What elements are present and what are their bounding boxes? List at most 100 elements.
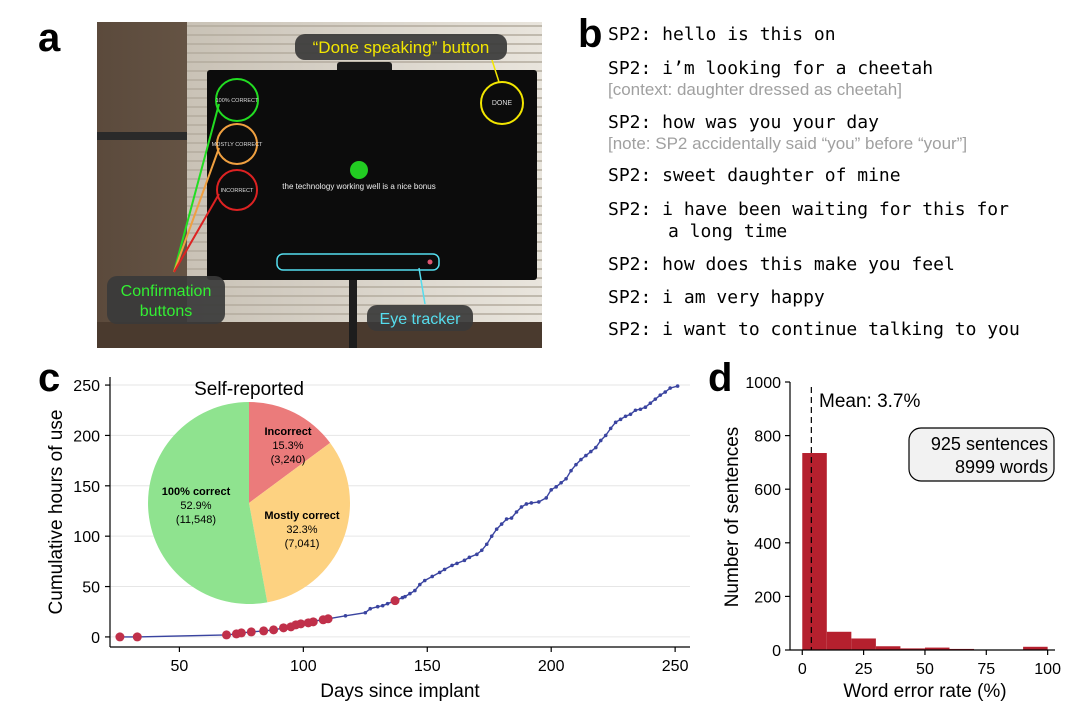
c-highlight-point <box>308 617 318 627</box>
c-highlight-points <box>115 596 400 642</box>
c-highlight-point <box>132 632 142 642</box>
confirmation-callout-line1: Confirmation <box>121 283 212 300</box>
confirmation-callout-line2: buttons <box>140 303 192 320</box>
c-data-point <box>569 468 573 473</box>
c-y-tick-label: 0 <box>91 630 100 647</box>
d-bar <box>851 638 876 650</box>
c-highlight-point <box>296 619 306 629</box>
d-word-count: 8999 words <box>955 457 1048 477</box>
transcript-panel: SP2: hello is this on SP2: i’m looking f… <box>608 22 1078 342</box>
transcript-line: SP2: how was you your day <box>608 112 879 133</box>
pie-label-mostly: Mostly correct 32.3% (7,041) <box>264 510 340 550</box>
pie-label-correct: 100% correct 52.9% (11,548) <box>162 486 231 526</box>
pie-slice <box>249 442 351 603</box>
screen-button-correct-label: 100% CORRECT <box>216 98 259 104</box>
callout-line-red <box>173 193 220 273</box>
d-bar <box>924 647 950 650</box>
c-ticks: 0 50 100 150 200 250 50 100 150 200 250 <box>73 378 688 675</box>
screen-button-incorrect <box>216 169 258 211</box>
pie-label-incorrect-count: (3,240) <box>271 454 306 466</box>
c-y-tick-label: 200 <box>73 428 100 445</box>
d-ticks: 0 200 400 600 800 1000 0 25 50 75 100 <box>745 375 1061 678</box>
d-x-label: Word error rate (%) <box>843 681 1006 702</box>
d-bar <box>802 453 827 650</box>
d-y-tick-label: 600 <box>754 482 781 499</box>
c-data-point <box>579 457 583 462</box>
c-data-point <box>509 516 514 520</box>
d-x-tick-label: 0 <box>798 661 807 678</box>
screen-button-mostly-label: MOSTLY CORRECT <box>212 142 263 148</box>
c-data-point <box>559 480 563 485</box>
transcript-line: SP2: hello is this on <box>608 24 836 45</box>
c-data-point <box>504 517 509 521</box>
c-data-point <box>544 496 549 500</box>
d-y-tick-label: 800 <box>754 429 781 446</box>
c-data-point <box>494 527 499 531</box>
mount-arm <box>97 132 187 140</box>
eye-tracker-led <box>427 259 433 265</box>
pie-slice <box>249 402 331 503</box>
c-data-point <box>628 412 633 417</box>
c-data-point <box>564 476 568 481</box>
transcript-line-continuation: a long time <box>668 221 788 242</box>
c-data-point <box>653 397 658 401</box>
d-mean-label: Mean: 3.7% <box>819 391 920 412</box>
c-data-point <box>467 555 472 560</box>
c-data-point <box>529 501 534 505</box>
pie-slice <box>148 402 268 604</box>
c-highlight-point <box>246 627 256 637</box>
d-y-tick-label: 200 <box>754 589 781 606</box>
c-data-point <box>598 438 603 443</box>
monitor-screen <box>207 70 537 280</box>
c-data-point <box>479 548 484 553</box>
transcript-line: SP2: i am very happy <box>608 287 825 308</box>
d-x-tick-label: 50 <box>916 661 934 678</box>
c-x-tick-label: 100 <box>290 658 317 675</box>
c-y-label: Cumulative hours of use <box>46 410 67 615</box>
pie-label-correct-name: 100% correct <box>162 486 231 498</box>
c-x-label: Days since implant <box>320 681 480 702</box>
c-highlight-point <box>115 632 125 642</box>
d-sentence-count: 925 sentences <box>931 434 1048 454</box>
device-photo: 100% CORRECT MOSTLY CORRECT INCORRECT DO… <box>97 22 542 348</box>
d-bar <box>900 648 925 650</box>
c-highlight-point <box>323 614 333 624</box>
c-data-point <box>574 462 578 467</box>
c-x-tick-label: 200 <box>538 658 565 675</box>
c-x-tick-label: 150 <box>414 658 441 675</box>
eye-tracker-outline <box>276 253 440 271</box>
c-data-point <box>668 386 672 390</box>
c-highlight-point <box>390 596 400 606</box>
c-data-point <box>413 588 417 593</box>
screen-done-label: DONE <box>492 100 513 107</box>
c-data-point <box>594 445 598 450</box>
pie-label-mostly-percent: 32.3% <box>286 524 317 536</box>
d-bar <box>875 646 901 650</box>
c-highlight-point <box>236 628 246 638</box>
d-y-tick-label: 400 <box>754 536 781 553</box>
d-bar <box>1023 646 1048 650</box>
c-data-point <box>368 606 373 611</box>
transcript-note: [note: SP2 accidentally said “you” befor… <box>608 134 968 153</box>
eye-tracker-callout-box <box>367 305 473 331</box>
pie-label-mostly-count: (7,041) <box>285 538 320 550</box>
screen-button-correct <box>215 78 259 122</box>
d-x-tick-label: 25 <box>855 661 873 678</box>
pie-chart <box>148 402 351 604</box>
c-data-point <box>462 558 467 563</box>
c-data-point <box>589 449 593 454</box>
screen-button-mostly <box>216 123 258 165</box>
c-data-point <box>489 534 494 538</box>
floor <box>97 322 542 348</box>
panel-label-c: c <box>38 356 61 400</box>
panel-label-b: b <box>578 12 603 56</box>
c-data-point <box>514 510 519 514</box>
c-data-point <box>442 567 447 572</box>
usage-chart: 0 50 100 150 200 250 50 100 150 200 250 Days since… <box>0 352 700 714</box>
c-data-point <box>549 488 553 492</box>
transcript-line: SP2: i have been waiting for this for <box>608 199 1009 220</box>
screen-done-button <box>480 81 524 125</box>
transcript-line: SP2: i’m looking for a cheetah <box>608 58 934 79</box>
panel-label-a: a <box>38 16 61 60</box>
c-highlight-point <box>221 630 231 640</box>
